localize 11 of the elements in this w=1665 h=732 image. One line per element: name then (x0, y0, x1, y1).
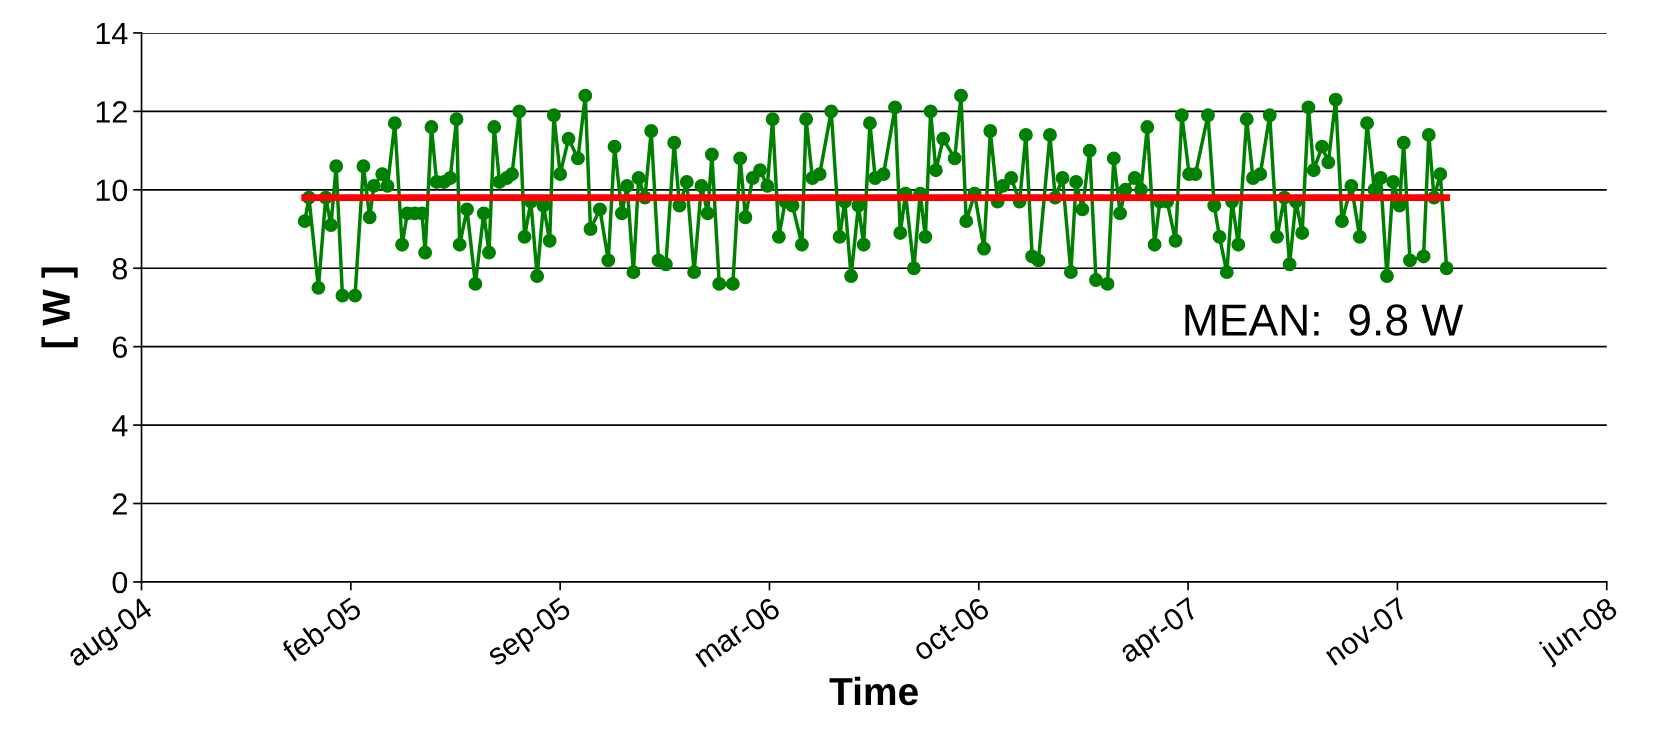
y-axis-title: [ W ] (41, 267, 78, 348)
x-axis-title: Time (829, 676, 918, 706)
y-tick-label: 10 (96, 179, 128, 202)
y-tick-label: 0 (112, 571, 128, 594)
y-tick-label: 14 (96, 22, 128, 45)
y-tick-label: 12 (96, 101, 127, 123)
y-tick-label: 8 (112, 257, 127, 280)
y-tick-label: 6 (112, 336, 127, 359)
annotation: MEAN: 9.8 W (1185, 304, 1464, 336)
y-tick-label: 2 (112, 493, 127, 515)
y-tick-label: 4 (112, 415, 128, 437)
